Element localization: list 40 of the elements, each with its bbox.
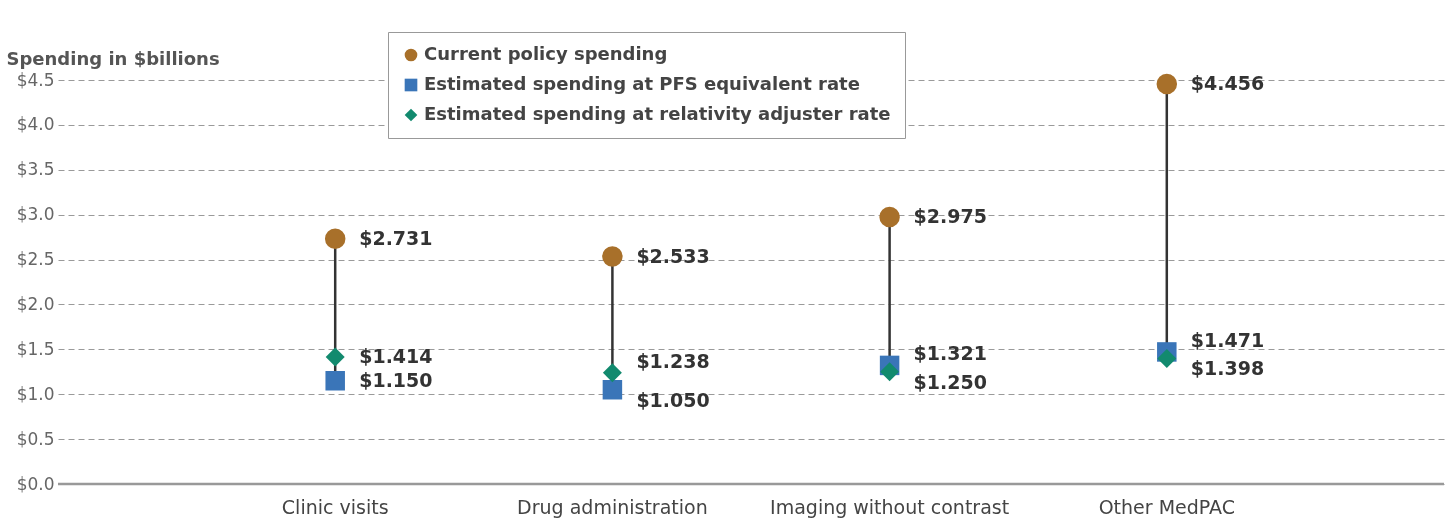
y-tick-label: $0.0 [16,473,55,494]
point [602,246,623,267]
y-tick-label: $4.0 [16,114,55,135]
x-tick-label: Other MedPAC [1098,495,1235,518]
data-label: $1.398 [1190,357,1265,380]
x-tick-label: Clinic visits [281,495,389,518]
point [602,363,622,383]
data-label: $1.050 [636,388,710,411]
data-label: $2.731 [359,226,433,249]
y-tick-label: $1.5 [16,338,55,359]
data-label: $1.414 [359,345,433,368]
legend-label: Estimated spending at PFS equivalent rate [424,73,860,94]
data-label: $1.238 [636,349,710,372]
y-tick-label: $2.5 [16,249,55,270]
point [325,371,345,391]
y-tick-label: $1.0 [16,383,55,404]
data-label: $1.321 [913,342,987,365]
data-label: $1.150 [359,368,433,391]
data-label: $1.250 [913,370,987,393]
y-axis-title: Spending in $billions [6,47,220,69]
point [1156,73,1178,95]
x-tick-label: Imaging without contrast [770,495,1010,518]
y-tick-label: $2.0 [16,293,55,314]
y-tick-label: $4.5 [16,69,55,90]
x-tick-label: Drug administration [517,495,708,518]
data-label: $2.533 [636,244,710,267]
legend-label: Estimated spending at relativity adjuster rate [424,103,891,124]
legend-label: Current policy spending [424,43,668,64]
point [602,379,623,400]
data-label: $1.471 [1190,328,1265,351]
y-tick-label: $3.5 [16,159,55,180]
data-label: $4.456 [1190,71,1265,94]
data-label: $2.975 [913,204,987,227]
point [324,228,346,250]
point [1157,349,1177,368]
y-tick-label: $3.0 [16,204,55,225]
y-tick-label: $0.5 [16,428,55,449]
point [325,347,345,367]
point [879,206,900,228]
point [880,362,900,382]
